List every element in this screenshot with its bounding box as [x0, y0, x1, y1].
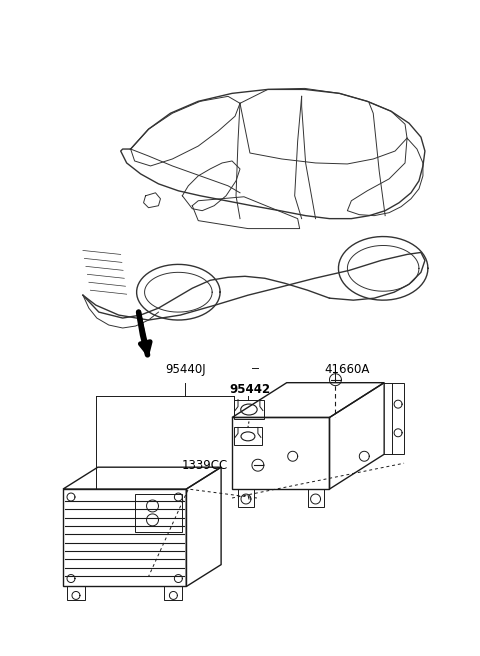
Text: 1339CC: 1339CC	[182, 459, 228, 472]
Text: 95440J: 95440J	[165, 363, 205, 377]
Text: 41660A: 41660A	[324, 363, 370, 377]
Text: 95442: 95442	[229, 383, 271, 396]
